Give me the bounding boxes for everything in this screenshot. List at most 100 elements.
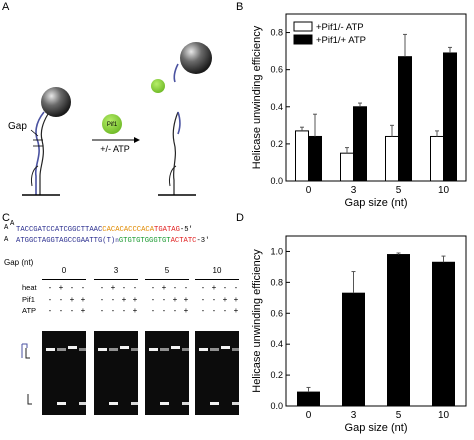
lane-sign: + [80, 295, 86, 304]
dna-tail-right [173, 63, 179, 83]
bar [432, 261, 455, 407]
panel-a-schematic: Gap Pif1 +/- ATP [8, 42, 212, 196]
gel-band-lower [232, 402, 241, 405]
legend-swatch [293, 21, 313, 32]
gel-band-upper [98, 348, 107, 351]
gap-group-underline [195, 279, 239, 280]
lane-sign: + [211, 283, 217, 292]
panel-d-chart: 0.0 0.2 0.4 0.6 0.8 1.0 0 3 5 10 Gap size (nt) Heli… [251, 235, 467, 434]
lane-sign: - [151, 283, 155, 292]
gel-band-upper [199, 348, 208, 351]
y-tick-label: 0.4 [270, 102, 283, 112]
bar [387, 254, 410, 407]
x-tick-label: 3 [351, 410, 357, 421]
gel-band-upper [131, 348, 140, 351]
gel-band-upper [109, 348, 118, 351]
loop-letter-3: A [4, 236, 9, 244]
gel-image [195, 331, 239, 415]
gap-value-label: 10 [212, 266, 222, 275]
lane-sign: - [184, 283, 188, 292]
pif1-released [151, 79, 165, 93]
gel-band-lower [160, 402, 169, 405]
seq-bottom-segment-2: n [115, 237, 119, 244]
lane-sign: - [223, 306, 227, 315]
lane-sign: - [59, 306, 63, 315]
lane-sign: - [162, 306, 166, 315]
sequence-top-strand: TACCGATCCATCGGCTTAACCACACACCCACATGATAG-5… [16, 226, 193, 234]
ssdna-marker [27, 394, 32, 405]
x-tick-label: 5 [396, 185, 402, 196]
gap-pointer [30, 129, 39, 137]
lane-sign: - [151, 306, 155, 315]
gap-label: Gap [8, 121, 27, 132]
gap-group-underline [94, 279, 138, 280]
lane-sign: - [201, 295, 205, 304]
x-tick-label: 10 [438, 185, 450, 196]
x-tick-label: 10 [438, 410, 450, 421]
seq-bottom-segment-1: (T) [102, 237, 116, 245]
gap-group-underline [145, 279, 189, 280]
lane-sign: + [69, 295, 75, 304]
lane-sign: + [58, 283, 64, 292]
legend-label: +Pif1/- ATP [316, 22, 364, 33]
plot-frame [285, 13, 467, 182]
hairpin-marker-strand [25, 348, 30, 359]
lane-sign: + [80, 306, 86, 315]
lane-sign: - [173, 306, 177, 315]
lane-sign: - [70, 306, 74, 315]
atp-label: +/- ATP [100, 144, 130, 154]
lane-sign: - [122, 306, 126, 315]
y-tick-label: 0.0 [270, 401, 283, 411]
panel-letter-a: A [2, 1, 10, 13]
dna-tether-left [34, 111, 45, 195]
lane-sign: - [81, 283, 85, 292]
panel-letter-c: C [2, 212, 10, 224]
hairpin-right [169, 165, 177, 187]
lane-sign: - [48, 295, 52, 304]
plot-frame [285, 235, 467, 407]
lane-sign: + [161, 283, 167, 292]
magnetic-bead-left [41, 87, 71, 117]
gel-band-lower [131, 402, 140, 405]
bar [353, 106, 367, 182]
gel-band-upper [120, 346, 129, 349]
legend-label: +Pif1/+ ATP [316, 35, 366, 46]
lane-sign: - [122, 283, 126, 292]
lane-sign: - [234, 283, 238, 292]
lane-sign: - [201, 306, 205, 315]
lane-sign: - [48, 283, 52, 292]
gap-value-label: 0 [61, 266, 67, 275]
gel-band-upper [57, 348, 66, 351]
gap-value-label: 3 [113, 266, 119, 275]
gap-group-underline [42, 279, 86, 280]
seq-bottom-segment-4: ACTATC [170, 237, 197, 245]
gel-image [94, 331, 138, 415]
lane-sign: + [183, 295, 189, 304]
gel-band-upper [232, 348, 241, 351]
seq-bottom-segment-0: ATGGCTAGGTAGCCGAATTG [16, 237, 103, 245]
row-label-pif1: Pif1 [22, 295, 35, 304]
y-tick-label: 0.6 [270, 308, 283, 318]
sequence-bottom-strand: ATGGCTAGGTAGCCGAATTG(T)nGTGTGTGGGTGTACTA… [16, 237, 209, 245]
pif1-label: Pif1 [107, 122, 118, 128]
dna-unwound-right [177, 111, 181, 135]
gel-band-upper [221, 346, 230, 349]
seq-bottom-segment-5: -3' [196, 237, 210, 245]
seq-bottom-segment-3: GTGTGTGGGTGT [118, 237, 171, 245]
dna-strand-right [172, 111, 179, 195]
panel-letter-d: D [236, 212, 244, 224]
gap-nt-label: Gap (nt) [4, 258, 34, 267]
bar [443, 52, 457, 182]
y-tick-label: 0.6 [270, 65, 283, 75]
row-label-heat: heat [22, 283, 37, 292]
y-tick-label: 0.0 [270, 176, 283, 186]
y-tick-label: 0.2 [270, 370, 283, 380]
seq-top-segment-0: TACCGATCCATCGGCTTAAC [16, 226, 103, 234]
seq-top-segment-1: CACACACCCACA [102, 226, 155, 234]
lane-sign: - [59, 295, 63, 304]
lane-sign: - [100, 295, 104, 304]
panel-b-chart: 0.0 0.2 0.4 0.6 0.8 0 3 5 10 Gap size (nt) Helicas… [251, 13, 467, 209]
gel-band-lower [79, 402, 88, 405]
lane-sign: + [121, 295, 127, 304]
y-tick-label: 0.8 [270, 277, 283, 287]
